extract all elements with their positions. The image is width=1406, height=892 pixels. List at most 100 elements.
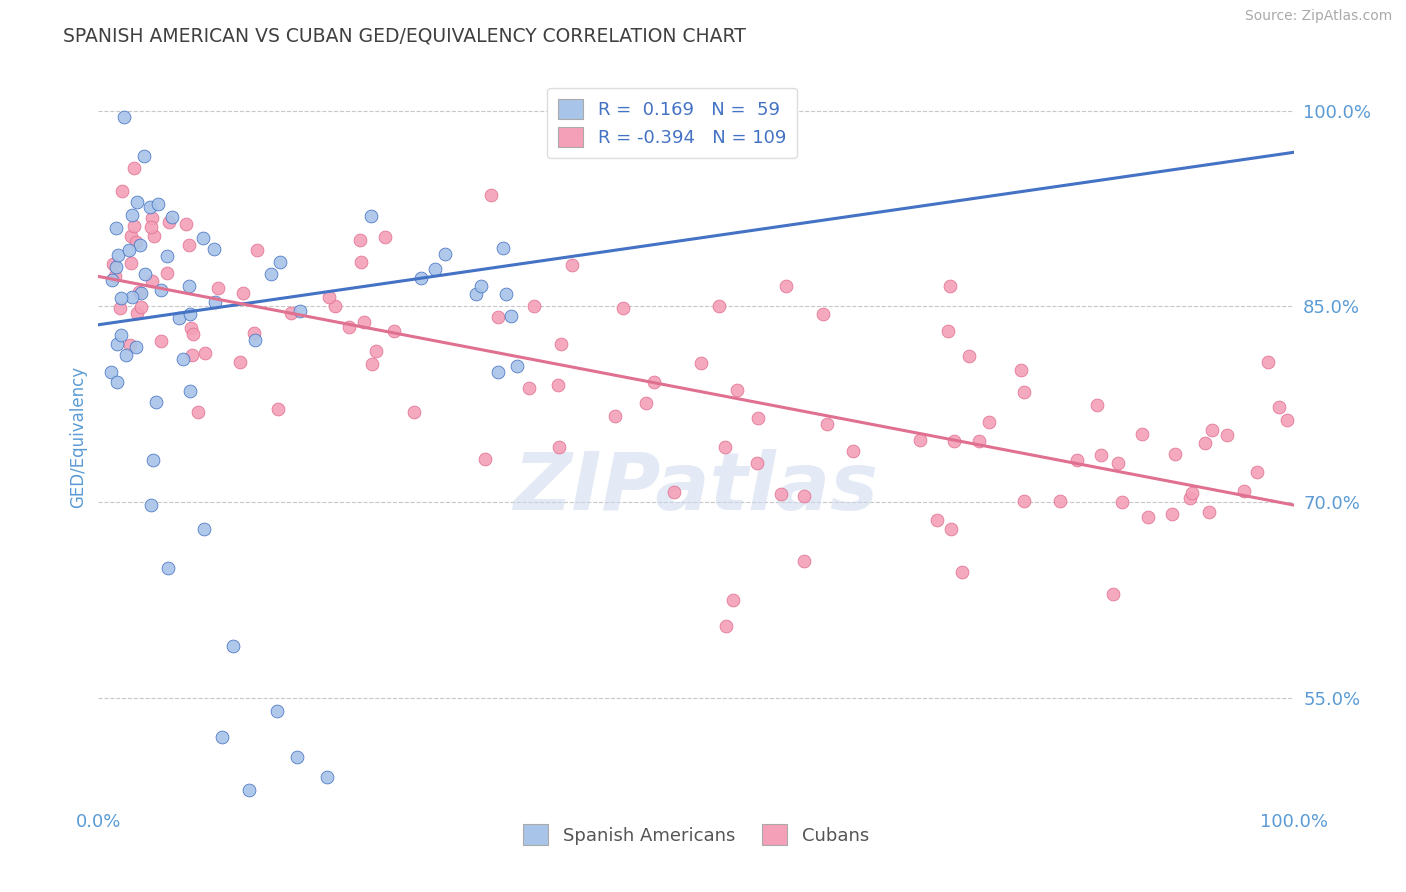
Point [547,378,569,392]
Point [323,300,346,314]
Point [349,233,371,247]
Point [811,307,834,321]
Point [1161,507,1184,521]
Point [1049,494,1071,508]
Point [110,327,132,342]
Point [148,196,170,211]
Point [1181,485,1204,500]
Point [1257,355,1279,369]
Point [180,320,202,334]
Point [1268,401,1291,415]
Point [1246,465,1268,479]
Point [104,269,127,284]
Point [121,290,143,304]
Point [360,209,382,223]
Point [374,230,396,244]
Point [775,278,797,293]
Point [204,294,226,309]
Point [155,266,177,280]
Y-axis label: GED/Equivalency: GED/Equivalency [69,366,87,508]
Point [110,291,132,305]
Point [145,395,167,409]
Point [662,484,685,499]
Point [1216,427,1239,442]
Point [793,554,815,568]
Point [162,210,184,224]
Point [474,452,496,467]
Point [112,110,135,124]
Point [134,149,156,163]
Point [157,560,180,574]
Point [129,300,152,314]
Point [470,279,492,293]
Point [202,242,225,256]
Point [486,310,509,324]
Point [1275,413,1298,427]
Point [1010,363,1032,377]
Point [1090,448,1112,462]
Point [714,440,737,454]
Point [612,301,634,316]
Point [643,375,665,389]
Point [550,337,572,351]
Point [1012,384,1035,399]
Point [115,348,138,362]
Point [125,194,148,209]
Legend: Spanish Americans, Cubans: Spanish Americans, Cubans [516,817,876,852]
Text: Source: ZipAtlas.com: Source: ZipAtlas.com [1244,9,1392,23]
Point [139,499,162,513]
Point [793,489,815,503]
Point [104,260,127,275]
Point [747,456,769,470]
Point [815,417,838,431]
Point [177,278,200,293]
Point [433,246,456,260]
Point [967,434,990,448]
Point [267,401,290,416]
Point [122,161,145,175]
Point [1066,452,1088,467]
Point [1132,426,1154,441]
Point [124,235,146,250]
Point [156,250,179,264]
Point [690,356,713,370]
Point [707,299,730,313]
Point [141,220,163,235]
Point [211,731,233,745]
Point [131,286,153,301]
Point [127,306,149,320]
Point [349,255,371,269]
Point [280,306,302,320]
Point [402,405,425,419]
Point [266,705,288,719]
Point [176,217,198,231]
Point [179,238,201,252]
Point [465,286,488,301]
Point [957,350,980,364]
Point [605,409,627,424]
Point [103,257,125,271]
Point [105,337,128,351]
Point [936,324,959,338]
Point [939,521,962,535]
Point [142,452,165,467]
Point [107,248,129,262]
Point [167,311,190,326]
Point [179,307,201,321]
Point [138,200,160,214]
Point [1201,423,1223,437]
Point [747,411,769,425]
Point [1180,491,1202,506]
Point [523,299,546,313]
Point [361,357,384,371]
Point [285,750,308,764]
Point [172,351,194,366]
Point [925,513,948,527]
Point [288,304,311,318]
Point [120,256,142,270]
Point [229,355,252,369]
Point [269,254,291,268]
Point [1111,495,1133,509]
Point [636,396,658,410]
Point [179,384,201,398]
